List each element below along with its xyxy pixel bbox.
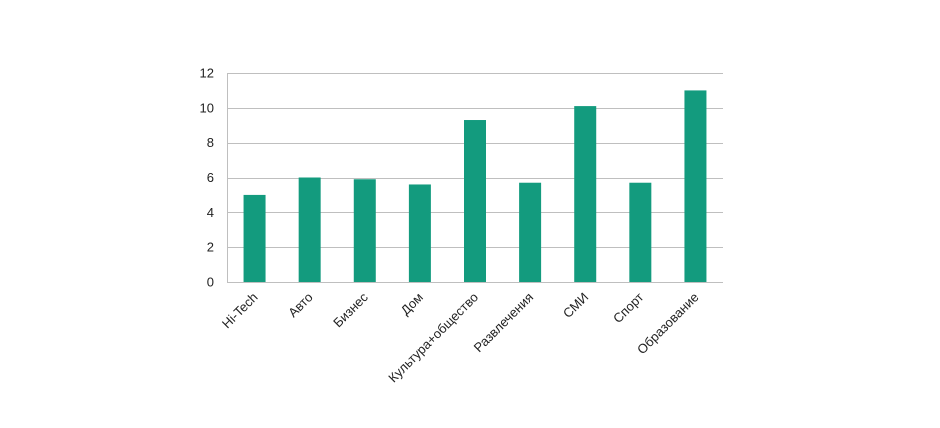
y-tick-label: 2 — [207, 240, 214, 255]
bar — [243, 194, 266, 282]
y-tick-label: 8 — [207, 135, 214, 150]
bar — [353, 179, 376, 282]
x-tick-label: Спорт — [610, 289, 646, 325]
bar — [629, 182, 652, 282]
bars — [243, 90, 707, 283]
y-tick-label: 6 — [207, 170, 214, 185]
bar — [464, 120, 486, 283]
bar — [408, 184, 431, 282]
bar — [684, 90, 707, 283]
y-tick-label: 4 — [207, 205, 214, 220]
x-tick-label: Бизнес — [330, 289, 371, 330]
x-tick-label: СМИ — [560, 290, 591, 321]
y-axis-ticks: 0 2 4 6 8 10 12 — [200, 66, 214, 290]
x-tick-label: Развлечения — [471, 290, 537, 356]
y-tick-label: 10 — [200, 100, 214, 115]
x-tick-label: Авто — [285, 290, 316, 321]
x-tick-label: Hi-Tech — [219, 290, 261, 332]
y-tick-label: 0 — [207, 275, 214, 290]
bar — [298, 177, 321, 282]
y-tick-label: 12 — [200, 66, 214, 81]
x-axis-ticks: Hi-Tech Авто Бизнес ДомКультура+обществоРаз… — [219, 289, 702, 385]
bar — [574, 106, 597, 282]
x-tick-label: Дом — [398, 289, 426, 317]
bar — [519, 182, 542, 282]
